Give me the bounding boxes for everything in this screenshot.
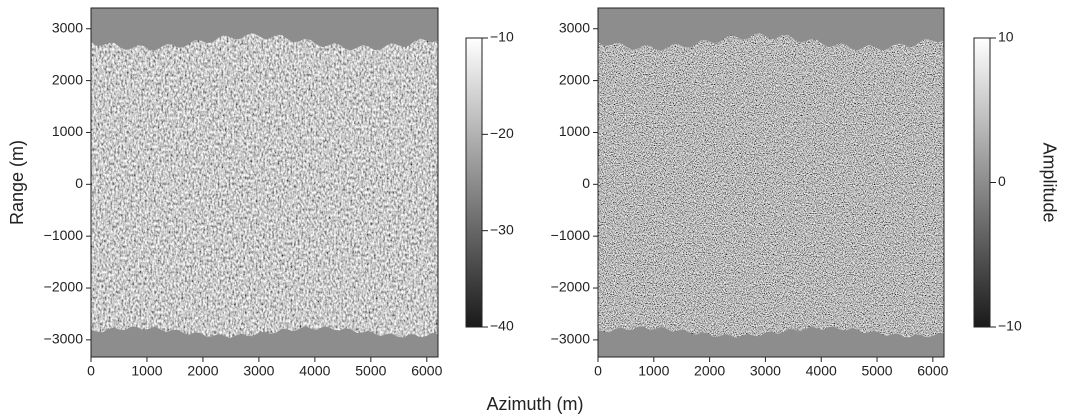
colorbar-tick-label: −30 — [490, 221, 514, 237]
x-tick-label: 3000 — [750, 363, 781, 379]
y-tick-label: −2000 — [551, 279, 591, 295]
x-axis-label: Azimuth (m) — [486, 394, 583, 414]
x-tick-label: 5000 — [355, 363, 386, 379]
y-tick-label: −1000 — [44, 227, 84, 243]
colorbar-label: Amplitude — [1039, 142, 1059, 222]
x-tick-label: 0 — [87, 363, 95, 379]
x-tick-label: 4000 — [806, 363, 837, 379]
plot-frame — [597, 7, 945, 358]
x-tick-label: 6000 — [917, 363, 948, 379]
plot-frame — [90, 7, 439, 358]
y-tick-label: 0 — [75, 175, 83, 191]
x-tick-label: 4000 — [299, 363, 330, 379]
y-tick-label: 2000 — [559, 71, 590, 87]
colorbar-tick-label: −10 — [998, 318, 1022, 334]
colorbar-tick-label: −40 — [490, 318, 514, 334]
colorbar-tick-label: −20 — [490, 125, 514, 141]
x-tick-label: 0 — [594, 363, 602, 379]
y-tick-label: −3000 — [551, 331, 591, 347]
y-tick-label: 3000 — [559, 19, 590, 35]
x-tick-label: 2000 — [187, 363, 218, 379]
y-tick-label: 1000 — [52, 123, 83, 139]
x-tick-label: 6000 — [411, 363, 442, 379]
y-tick-label: 2000 — [52, 71, 83, 87]
colorbar-tick-label: 10 — [998, 29, 1014, 45]
x-tick-label: 1000 — [131, 363, 162, 379]
y-tick-label: −3000 — [44, 331, 84, 347]
y-tick-label: −1000 — [551, 227, 591, 243]
image-swath — [598, 33, 944, 338]
y-tick-label: 1000 — [559, 123, 590, 139]
y-tick-label: −2000 — [44, 279, 84, 295]
colorbar — [465, 37, 483, 328]
y-tick-label: 3000 — [52, 19, 83, 35]
y-axis-label: Range (m) — [7, 140, 27, 225]
y-tick-label: 0 — [582, 175, 590, 191]
x-tick-label: 3000 — [243, 363, 274, 379]
colorbar — [973, 37, 991, 328]
colorbar-tick-label: 0 — [998, 173, 1006, 189]
x-tick-label: 2000 — [694, 363, 725, 379]
x-tick-label: 5000 — [861, 363, 892, 379]
image-swath — [91, 33, 438, 338]
colorbar-tick-label: −10 — [490, 29, 514, 45]
x-tick-label: 1000 — [638, 363, 669, 379]
